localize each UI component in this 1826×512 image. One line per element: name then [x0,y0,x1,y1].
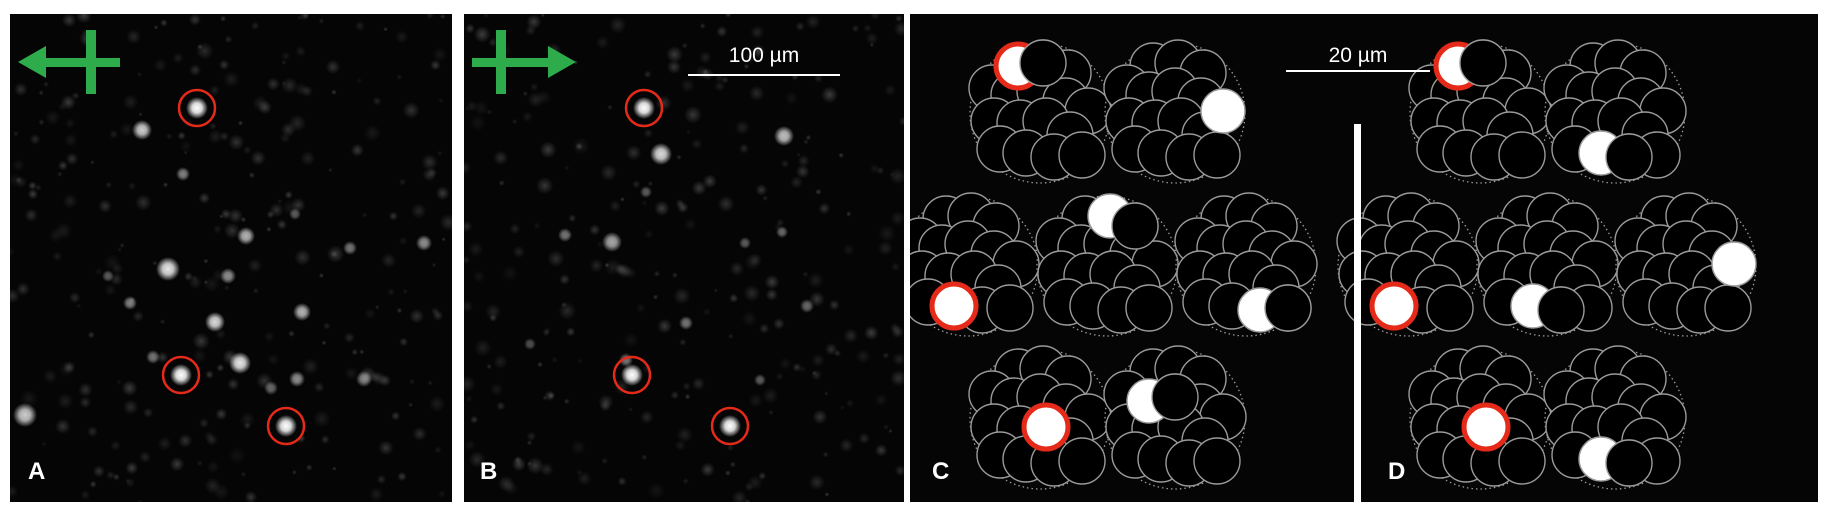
fluorescent-spot [343,241,357,255]
highlight-ring [710,406,750,446]
panel-divider [1354,124,1361,502]
highlight-ring [612,355,652,395]
fluorescent-spot [524,338,536,350]
fluorescent-spot [416,235,432,251]
scale-bar-label-b: 100 µm [728,44,800,67]
fiber [1704,284,1752,332]
bright-cell [633,97,655,119]
background-texture [464,14,904,502]
fiber [1605,439,1653,487]
fluorescent-spot [640,186,652,198]
fiber [1537,286,1585,334]
panel-b-label: B [480,458,498,485]
fluorescent-spot [774,126,794,146]
fluorescent-spot [289,371,305,387]
panel-a-label: A [28,458,46,485]
fiber [1193,437,1241,485]
fiber-bundle [1035,193,1179,337]
panel-a-image [10,14,452,502]
fluorescent-spot [754,374,766,386]
panel-cd: 20 µm C D [910,14,1818,502]
fluorescent-spot [293,303,311,321]
bright-cell [719,415,741,437]
fluorescent-spot [102,270,114,282]
fluorescent-spot [650,143,672,165]
highlighted-fiber [1369,281,1419,331]
fiber-bundle [1614,192,1757,337]
bright-cell [186,97,208,119]
fluorescent-spot [602,232,622,252]
fluorescent-spot [558,228,572,242]
fiber [986,284,1034,332]
fiber-bundle [968,39,1112,184]
highlight-ring [624,88,664,128]
fiber-bundle [1543,345,1687,490]
highlighted-fiber [929,281,979,331]
panel-d-label: D [1388,458,1406,485]
panel-b-image [464,14,904,502]
fiber [1605,133,1653,181]
fluorescent-spot [146,350,160,364]
fluorescent-spot [739,237,751,249]
bright-cell [275,415,297,437]
fluorescent-spot [356,371,372,387]
fluorescent-spot [264,381,278,395]
scale-bar-b [688,74,840,76]
fiber-bundle [1408,345,1552,490]
fiber-bundle [1174,192,1318,337]
bright-cell [170,364,192,386]
fluorescent-spot [205,312,225,332]
fluorescent-spot [123,296,137,310]
fiber-bundle [1336,192,1480,337]
fiber-bundle [910,192,1040,337]
scale-bar-label-c: 20 µm [1328,44,1388,67]
fluorescent-spot [776,226,788,238]
fiber [1498,437,1546,485]
fiber [1426,284,1474,332]
fiber [1111,202,1159,250]
fiber [1498,131,1546,179]
highlight-ring [161,355,201,395]
scale-bar-c [1286,70,1430,72]
panel-c-diagram [910,14,1818,502]
fiber-bundle [1475,192,1619,337]
background-texture [10,14,452,502]
fiber-bundle [1103,345,1247,490]
fluorescent-spot [679,316,693,330]
bright-cell [621,364,643,386]
fiber-bundle [968,345,1112,490]
highlight-ring [266,406,306,446]
panel-a: A [10,14,452,502]
fiber-bundle [1543,39,1687,184]
fiber [1193,131,1241,179]
highlight-ring [177,88,217,128]
fiber [1151,373,1199,421]
fluorescent-spot [132,120,152,140]
highlighted-fiber [1461,402,1511,452]
fiber [1264,284,1312,332]
fiber [1019,39,1067,87]
fluorescent-spot [800,299,814,313]
image-background [10,14,452,502]
fluorescent-spot [156,257,180,281]
fiber-bundle [1408,39,1552,184]
fluorescent-spot [289,208,301,220]
active-fiber [1711,241,1757,287]
fluorescent-spot [229,352,251,374]
panel-c-label: C [932,458,950,485]
highlighted-fiber [1021,402,1071,452]
arrow-left-icon [18,30,120,94]
arrow-right-icon [472,30,576,94]
fiber [1125,284,1173,332]
active-fiber [1200,88,1246,134]
fiber [1058,437,1106,485]
fluorescent-spot [237,227,255,245]
fluorescent-spot [220,268,236,284]
fiber [1459,39,1507,87]
fiber-bundle [1103,39,1246,184]
panel-b: 100 µm B [464,14,904,502]
fiber [1058,131,1106,179]
fluorescent-spot [176,167,190,181]
fluorescent-spot [13,403,37,427]
